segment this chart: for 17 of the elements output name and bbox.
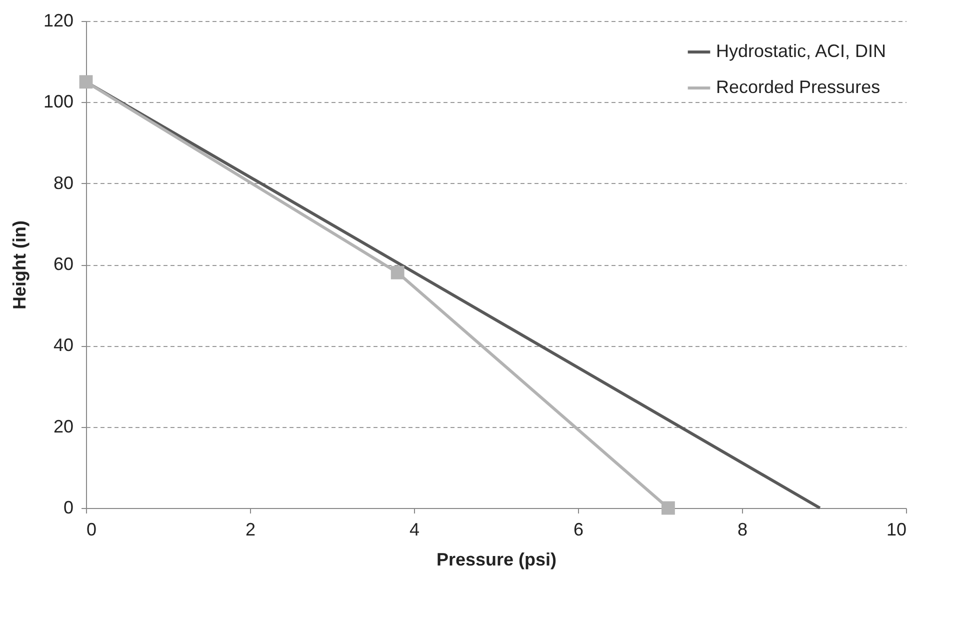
legend-label: Recorded Pressures: [716, 77, 880, 97]
y-tick-label: 20: [53, 416, 74, 436]
x-tick-label: 6: [573, 520, 584, 540]
legend-label: Hydrostatic, ACI, DIN: [716, 41, 886, 61]
y-tick-label: 120: [43, 10, 74, 30]
y-tick-label: 80: [53, 172, 74, 193]
y-axis-title: Height (in): [9, 220, 30, 310]
y-tick-label: 40: [53, 335, 74, 356]
x-tick-label: 10: [886, 520, 906, 540]
y-tick-label: 60: [53, 254, 74, 274]
x-tick-label: 8: [737, 520, 748, 540]
x-tick-label: 2: [245, 520, 256, 540]
x-tick-label: 4: [409, 520, 420, 540]
x-tick-label: 0: [86, 520, 97, 540]
x-axis-title: Pressure (psi): [436, 550, 557, 570]
y-tick-label: 100: [43, 92, 74, 112]
y-tick-label: 0: [63, 498, 74, 518]
